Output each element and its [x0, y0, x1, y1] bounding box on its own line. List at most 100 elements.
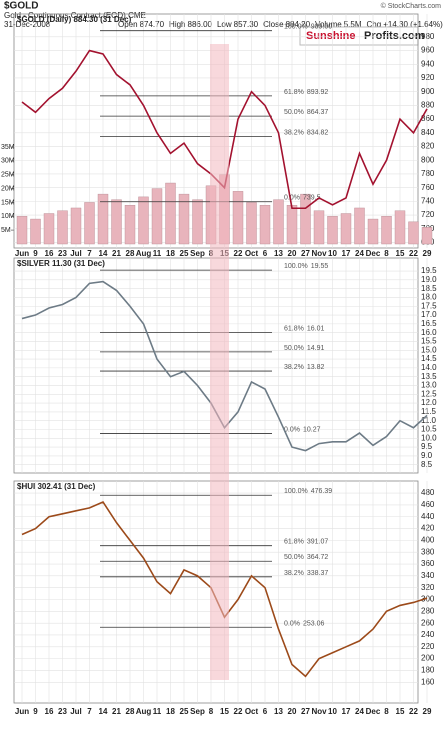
x-tick-label: 9: [33, 249, 38, 258]
volume-bar: [30, 218, 41, 245]
y-tick-label: 11.5: [421, 407, 437, 416]
x-tick-label: 24: [355, 707, 364, 716]
fib-name: 50.0%: [284, 345, 304, 352]
fib-value: 893.92: [307, 89, 329, 96]
y-tick-label: 260: [421, 618, 435, 627]
y-tick-label: 280: [421, 606, 435, 615]
fib-value: 739.5: [303, 195, 321, 202]
copyright: © StockCharts.com: [381, 2, 442, 10]
x-tick-label: 22: [409, 707, 418, 716]
x-tick-label: 11: [153, 249, 162, 258]
y-tick-label: 480: [421, 488, 435, 497]
fib-name: 0.0%: [284, 620, 300, 627]
quote-value: +14.30 (+1.64%): [383, 20, 443, 29]
fib-name: 38.2%: [284, 570, 304, 577]
y-tick-label: 13.5: [421, 372, 437, 381]
fib-label: 38.2% 834.82: [284, 129, 328, 136]
fib-value: 19.55: [311, 263, 329, 270]
x-tick-label: 15: [220, 707, 229, 716]
y-tick-label: 980: [421, 32, 435, 41]
y-tick-label: 17.5: [421, 301, 437, 310]
fib-name: 61.8%: [284, 89, 304, 96]
x-tick-label: 21: [112, 249, 121, 258]
x-tick-label: 18: [166, 249, 175, 258]
y-tick-label: 460: [421, 500, 435, 509]
y-tick-label: 420: [421, 524, 435, 533]
fib-value: 364.72: [307, 554, 329, 561]
volume-bar: [151, 188, 163, 245]
exchange: CME: [128, 11, 146, 20]
volume-bar: [124, 204, 136, 245]
y-tick-label: 19.5: [421, 266, 437, 275]
y-tick-label: 880: [421, 101, 435, 110]
volume-bar: [259, 204, 271, 245]
x-tick-label: Jun: [15, 707, 29, 716]
volume-bar: [232, 191, 244, 245]
x-tick-label: 8: [384, 707, 389, 716]
fib-label: 61.8% 893.92: [284, 89, 328, 96]
x-tick-label: 24: [355, 249, 364, 258]
y-tick-label: 180: [421, 666, 435, 675]
quote-value: 5.5M: [344, 20, 362, 29]
x-tick-label: 18: [166, 707, 175, 716]
x-tick-label: 20: [288, 707, 297, 716]
fib-label: 50.0% 864.37: [284, 109, 328, 116]
symbol: $GOLD: [4, 1, 38, 12]
x-tick-label: 15: [396, 707, 405, 716]
y-tick-label: 720: [421, 210, 435, 219]
y-tick-label: 13.0: [421, 381, 437, 390]
fib-label: 100.0% 476.39: [284, 488, 332, 495]
volume-bar: [313, 210, 325, 245]
y-tick-label: 14.0: [421, 363, 437, 372]
x-tick-label: 22: [234, 249, 243, 258]
y-tick-label: 300: [421, 595, 435, 604]
x-tick-label: 27: [301, 707, 310, 716]
x-tick-label: 20: [288, 249, 297, 258]
quote-label: Close: [263, 20, 284, 29]
fib-value: 14.91: [307, 345, 325, 352]
y-tick-label: 920: [421, 73, 435, 82]
x-tick-label: 14: [99, 707, 108, 716]
volume-tick-label: 20M: [1, 185, 15, 192]
fib-name: 61.8%: [284, 325, 304, 332]
x-tick-label: 16: [45, 249, 54, 258]
volume-tick-label: 15M: [1, 199, 15, 206]
fib-value: 16.01: [307, 325, 325, 332]
x-tick-label: 23: [58, 707, 67, 716]
volume-bar: [97, 193, 109, 245]
fib-value: 253.06: [303, 620, 325, 627]
x-tick-label: 6: [263, 707, 268, 716]
fib-name: 0.0%: [284, 426, 300, 433]
fib-name: 100.0%: [284, 24, 308, 31]
volume-bar: [408, 221, 419, 245]
fib-name: 38.2%: [284, 129, 304, 136]
quote-value: 884.20: [286, 20, 311, 29]
quote-label: High: [169, 20, 185, 29]
volume-bar: [394, 210, 406, 245]
y-tick-label: 900: [421, 87, 435, 96]
x-tick-label: 6: [263, 249, 268, 258]
y-tick-label: 10.5: [421, 425, 437, 434]
y-tick-label: 220: [421, 642, 435, 651]
y-tick-label: 11.0: [421, 416, 437, 425]
fib-label: 0.0% 253.06: [284, 620, 324, 627]
fib-label: 50.0% 14.91: [284, 345, 324, 352]
description-text: Gold - Continuous Contract (EOD): [4, 11, 126, 20]
date: 31-Dec-2008: [4, 20, 51, 29]
y-tick-label: 16.5: [421, 319, 437, 328]
y-tick-label: 440: [421, 512, 435, 521]
y-tick-label: 840: [421, 128, 435, 137]
y-tick-label: 16.0: [421, 328, 437, 337]
x-tick-label: Sep: [190, 249, 205, 258]
quote-value: 886.00: [188, 20, 213, 29]
y-tick-label: 340: [421, 571, 435, 580]
volume-bar: [381, 216, 392, 245]
volume-bar: [57, 210, 68, 245]
volume-bar: [367, 218, 379, 245]
y-tick-label: 12.0: [421, 398, 437, 407]
y-tick-label: 740: [421, 196, 435, 205]
fib-label: 61.8% 391.07: [284, 539, 328, 546]
y-tick-label: 200: [421, 654, 435, 663]
fib-value: 13.82: [307, 364, 325, 371]
